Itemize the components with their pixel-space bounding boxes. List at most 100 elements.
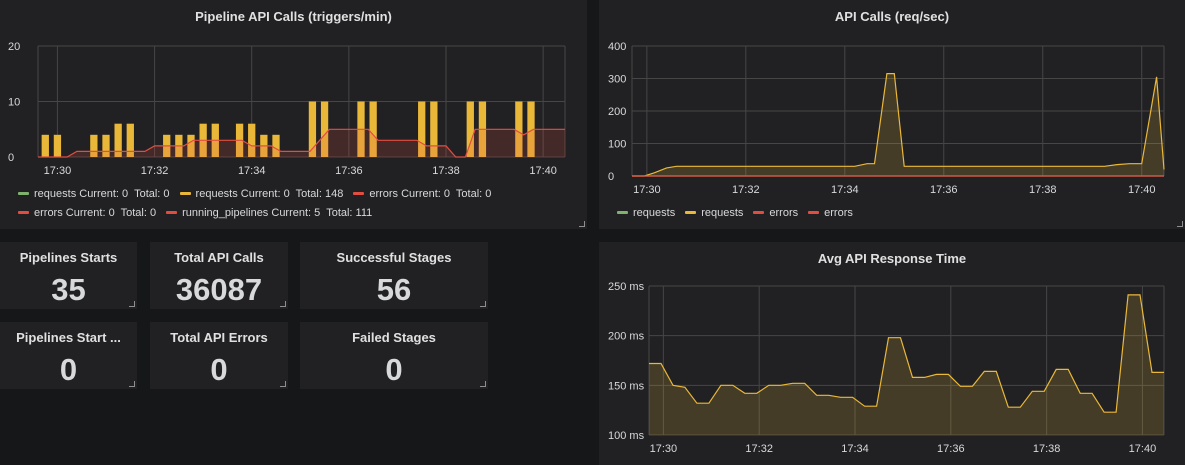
x-tick-label: 17:34 — [238, 165, 266, 177]
legend-item[interactable]: errors — [808, 204, 853, 223]
series-area — [649, 294, 1164, 435]
legend-swatch-icon — [617, 210, 628, 214]
series-line — [649, 294, 1164, 413]
x-tick-label: 17:38 — [1033, 443, 1061, 455]
legend-item[interactable]: errors Current: 0 Total: 0 — [353, 185, 491, 204]
series-area — [632, 73, 1164, 176]
x-tick-label: 17:38 — [432, 165, 460, 177]
legend-item[interactable]: errors Current: 0 Total: 0 — [18, 204, 156, 223]
stat-value: 0 — [385, 352, 403, 387]
x-tick-label: 17:40 — [529, 165, 557, 177]
y-tick-label: 100 — [608, 139, 626, 151]
stat-total-api-errors: Total API Errors 0 — [150, 322, 288, 389]
bar — [466, 101, 474, 157]
panel-title[interactable]: Avg API Response Time — [817, 251, 967, 266]
x-tick-label: 17:32 — [141, 165, 169, 177]
legend-row: requests requests errors errors — [617, 204, 863, 223]
x-tick-label: 17:40 — [1129, 443, 1157, 455]
legend-swatch-icon — [166, 210, 178, 214]
stat-title[interactable]: Pipelines Start ... — [16, 330, 121, 345]
legend-swatch-icon — [685, 210, 697, 214]
resize-handle-icon[interactable] — [280, 381, 286, 387]
legend-row: requests Current: 0 Total: 0 requests Cur… — [18, 185, 501, 204]
bar — [272, 134, 280, 157]
stat-value: 35 — [51, 272, 86, 307]
pipeline-api-calls-chart: 0 10 20 17:30 17:32 17:34 17:36 17:38 17:40 — [8, 41, 566, 177]
x-tick-label: 17:30 — [44, 165, 72, 177]
series-line — [632, 73, 1165, 177]
legend-item[interactable]: requests Current: 0 Total: 0 — [18, 185, 170, 204]
x-tick-label: 17:32 — [745, 443, 773, 455]
stat-title[interactable]: Successful Stages — [336, 250, 452, 265]
legend-label: errors — [34, 207, 66, 219]
api-calls-legend: requests requests errors errors — [617, 204, 863, 223]
legend-item[interactable]: errors — [753, 204, 798, 223]
bar — [187, 134, 195, 157]
y-tick-label: 20 — [8, 41, 20, 53]
api-calls-chart: 0 100 200 300 400 17:30 17:32 17:34 17:36 17:38 17… — [608, 41, 1165, 196]
legend-item[interactable]: requests — [617, 204, 675, 223]
x-tick-label: 17:34 — [841, 443, 869, 455]
stat-title[interactable]: Failed Stages — [352, 330, 436, 345]
legend-item[interactable]: running_pipelines Current: 5 Total: 111 — [166, 204, 372, 223]
y-tick-label: 10 — [8, 97, 20, 109]
stat-failed-stages: Failed Stages 0 — [300, 322, 488, 389]
legend-swatch-icon — [353, 191, 365, 195]
x-tick-label: 17:40 — [1128, 184, 1156, 196]
stat-value: 36087 — [175, 272, 263, 307]
y-tick-label: 400 — [608, 41, 626, 53]
api-calls-panel: API Calls (req/sec) 0 100 200 300 400 17:30 17… — [599, 0, 1185, 229]
resize-handle-icon[interactable] — [129, 301, 135, 307]
pipeline-legend: requests Current: 0 Total: 0 requests Cur… — [18, 185, 501, 223]
bar — [430, 101, 438, 157]
stat-successful-stages: Successful Stages 56 — [300, 242, 488, 309]
series-area — [38, 129, 565, 157]
stat-title[interactable]: Total API Errors — [170, 330, 268, 345]
legend-label: requests — [633, 207, 676, 219]
legend-swatch-icon — [753, 210, 765, 214]
resize-handle-icon[interactable] — [129, 381, 135, 387]
legend-swatch-icon — [18, 191, 29, 195]
resize-handle-icon[interactable] — [480, 381, 486, 387]
bar — [114, 123, 122, 157]
legend-swatch-icon — [808, 210, 820, 214]
legend-item[interactable]: requests Current: 0 Total: 148 — [179, 185, 344, 204]
y-tick-label: 100 ms — [608, 430, 645, 442]
avg-api-response-time-panel: Avg API Response Time 100 ms 150 ms 200 ms… — [599, 242, 1185, 465]
stat-title[interactable]: Total API Calls — [174, 250, 264, 265]
bar — [515, 101, 523, 157]
stat-title[interactable]: Pipelines Starts — [19, 250, 118, 265]
resize-handle-icon[interactable] — [1177, 221, 1183, 227]
y-tick-label: 200 ms — [608, 331, 645, 343]
bar — [308, 101, 317, 157]
bar — [369, 101, 377, 157]
bar — [102, 134, 110, 157]
stat-pipelines-starts: Pipelines Starts 35 — [0, 242, 137, 309]
resize-handle-icon[interactable] — [579, 221, 585, 227]
x-tick-label: 17:30 — [633, 184, 661, 196]
series-line — [38, 128, 565, 158]
legend-label: requests — [195, 188, 241, 200]
legend-item[interactable]: requests — [685, 204, 743, 223]
legend-stats: Current: 0 Total: 148 — [240, 188, 344, 200]
panel-title[interactable]: API Calls (req/sec) — [834, 9, 950, 24]
stat-total-api-calls: Total API Calls 36087 — [150, 242, 288, 309]
resize-handle-icon[interactable] — [480, 301, 486, 307]
legend-swatch-icon — [18, 210, 29, 214]
stat-value: 56 — [376, 272, 412, 307]
bar — [126, 123, 134, 157]
legend-label: requests — [701, 207, 744, 219]
legend-label: requests — [34, 188, 80, 200]
y-tick-label: 300 — [608, 74, 626, 86]
bar — [527, 101, 535, 157]
stat-value: 0 — [59, 352, 78, 387]
legend-stats: Current: 0 Total: 0 — [401, 188, 492, 200]
y-tick-label: 150 ms — [608, 380, 645, 392]
y-tick-label: 200 — [608, 106, 626, 118]
pipeline-api-calls-panel: Pipeline API Calls (triggers/min) 0 10 20 1… — [0, 0, 587, 229]
bar — [320, 101, 329, 157]
resize-handle-icon[interactable] — [280, 301, 286, 307]
bar — [41, 134, 49, 157]
panel-title[interactable]: Pipeline API Calls (triggers/min) — [195, 9, 392, 24]
x-tick-label: 17:36 — [930, 184, 958, 196]
